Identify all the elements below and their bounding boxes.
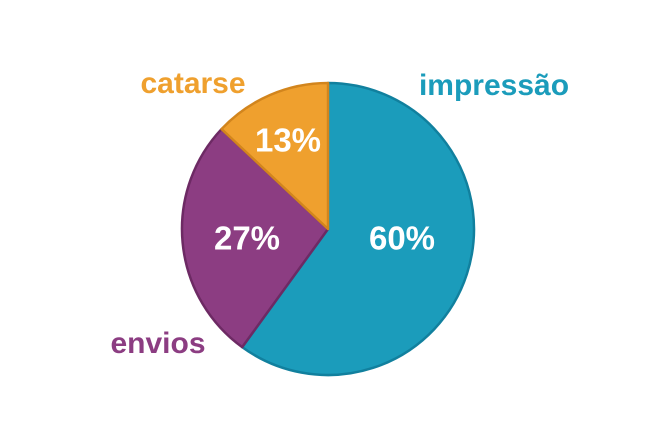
pie-value-label-impressao: 60% — [369, 220, 435, 257]
pie-slice-catarse — [220, 81, 330, 231]
slice-label-impressao: impressão — [418, 69, 570, 102]
slice-label-catarse: catarse — [140, 67, 246, 100]
pie-slice-impressao — [240, 81, 476, 377]
pie-slice-envios — [180, 127, 330, 349]
pie-value-label-catarse: 13% — [255, 122, 321, 159]
slice-label-envios: envios — [110, 327, 206, 360]
pie-value-label-envios: 27% — [214, 220, 280, 257]
